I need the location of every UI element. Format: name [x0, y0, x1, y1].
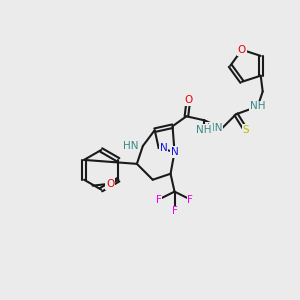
Text: NH: NH	[250, 101, 266, 111]
Text: F: F	[188, 194, 193, 205]
Text: O: O	[106, 179, 115, 189]
Text: S: S	[242, 125, 249, 135]
Text: F: F	[172, 206, 178, 216]
Text: O: O	[184, 95, 193, 106]
Text: O: O	[238, 45, 246, 55]
Text: HN: HN	[207, 123, 222, 133]
Text: F: F	[156, 194, 162, 205]
Text: NH: NH	[196, 125, 212, 135]
Text: HN: HN	[123, 141, 139, 151]
Text: N: N	[171, 147, 178, 157]
Text: N: N	[160, 143, 167, 153]
